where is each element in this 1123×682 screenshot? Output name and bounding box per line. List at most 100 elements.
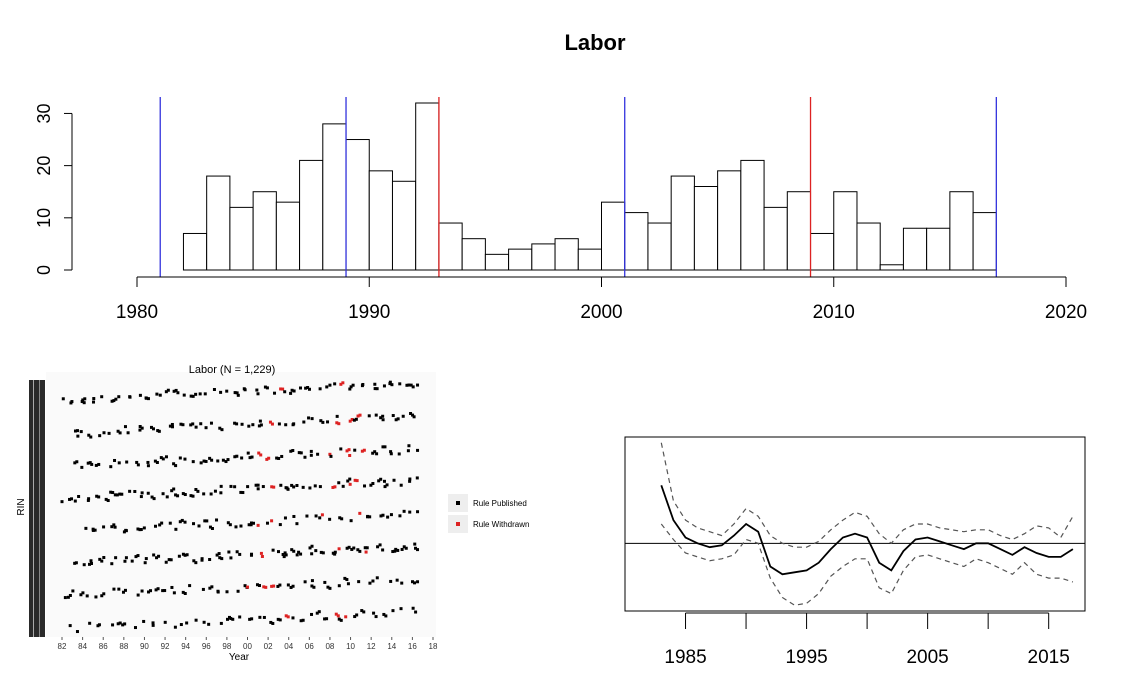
published-point (212, 388, 216, 392)
published-point (201, 587, 205, 591)
published-point (416, 580, 420, 584)
published-point (225, 389, 229, 393)
x-tick-label: 12 (367, 642, 376, 651)
published-point (306, 386, 310, 390)
histogram-bar (624, 212, 649, 271)
published-point (286, 487, 290, 491)
published-point (299, 619, 303, 623)
published-point (75, 630, 79, 634)
withdrawn-point (257, 451, 261, 455)
published-point (118, 621, 122, 625)
published-point (413, 581, 417, 585)
published-point (122, 530, 126, 534)
published-point (220, 557, 224, 561)
published-point (158, 393, 162, 397)
published-point (126, 431, 130, 435)
x-tick-label: 2005 (906, 647, 948, 668)
published-point (361, 382, 365, 386)
legend-label: Rule Published (473, 499, 527, 508)
published-point (310, 579, 314, 583)
published-point (134, 555, 138, 559)
published-point (170, 489, 174, 493)
published-point (81, 398, 85, 402)
x-tick-label: 2015 (1028, 647, 1070, 668)
withdrawn-point (270, 485, 274, 489)
published-point (172, 462, 176, 466)
published-point (398, 382, 402, 386)
published-point (109, 490, 113, 494)
published-point (198, 392, 202, 396)
published-point (316, 452, 320, 456)
published-point (218, 426, 222, 430)
published-point (135, 460, 139, 464)
published-point (343, 576, 347, 580)
histogram-bar (182, 232, 208, 271)
published-point (73, 429, 77, 433)
published-point (73, 561, 77, 565)
histogram-bar (391, 180, 417, 271)
published-point (325, 385, 329, 389)
withdrawn-point (341, 381, 345, 385)
published-point (255, 583, 259, 587)
published-point (257, 583, 261, 587)
published-point (200, 558, 204, 562)
published-point (321, 420, 325, 424)
published-point (249, 523, 253, 527)
published-point (286, 583, 290, 587)
published-point (97, 462, 101, 466)
published-point (183, 553, 187, 557)
published-point (310, 584, 314, 588)
published-point (233, 485, 237, 489)
published-point (74, 561, 78, 565)
published-point (115, 493, 119, 497)
published-point (144, 396, 148, 400)
published-point (383, 485, 387, 489)
trend-line (660, 485, 1074, 576)
histogram-bar (786, 191, 812, 271)
published-point (312, 585, 316, 589)
published-point (86, 498, 90, 502)
published-point (133, 626, 137, 630)
histogram-bar (740, 159, 765, 271)
published-point (313, 484, 317, 488)
published-point (157, 554, 161, 558)
published-point (349, 519, 353, 523)
published-point (157, 429, 161, 433)
published-point (323, 580, 327, 584)
published-point (154, 524, 158, 528)
published-point (247, 424, 251, 428)
published-point (219, 484, 223, 488)
published-point (113, 525, 117, 529)
published-point (246, 485, 250, 489)
published-point (399, 483, 403, 487)
published-point (79, 430, 83, 434)
withdrawn-point (333, 485, 337, 489)
published-point (388, 380, 392, 384)
published-point (301, 485, 305, 489)
published-point (358, 549, 362, 553)
withdrawn-point (279, 387, 283, 391)
published-point (291, 584, 295, 588)
published-point (117, 587, 121, 591)
x-tick-label: 86 (99, 642, 108, 651)
published-point (164, 390, 168, 394)
histogram-bar (438, 222, 463, 271)
published-point (277, 422, 281, 426)
published-point (371, 482, 375, 486)
published-point (88, 461, 92, 465)
published-point (265, 521, 269, 525)
confidence-band-line (660, 523, 1074, 606)
published-point (208, 558, 212, 562)
published-point (87, 562, 91, 566)
published-point (68, 624, 72, 628)
published-point (382, 612, 386, 616)
published-point (416, 448, 420, 452)
published-point (102, 592, 106, 596)
published-point (63, 596, 67, 600)
published-point (381, 548, 385, 552)
published-point (283, 516, 287, 520)
published-point (215, 553, 219, 557)
published-point (85, 594, 89, 598)
published-point (350, 547, 354, 551)
published-point (92, 400, 96, 404)
